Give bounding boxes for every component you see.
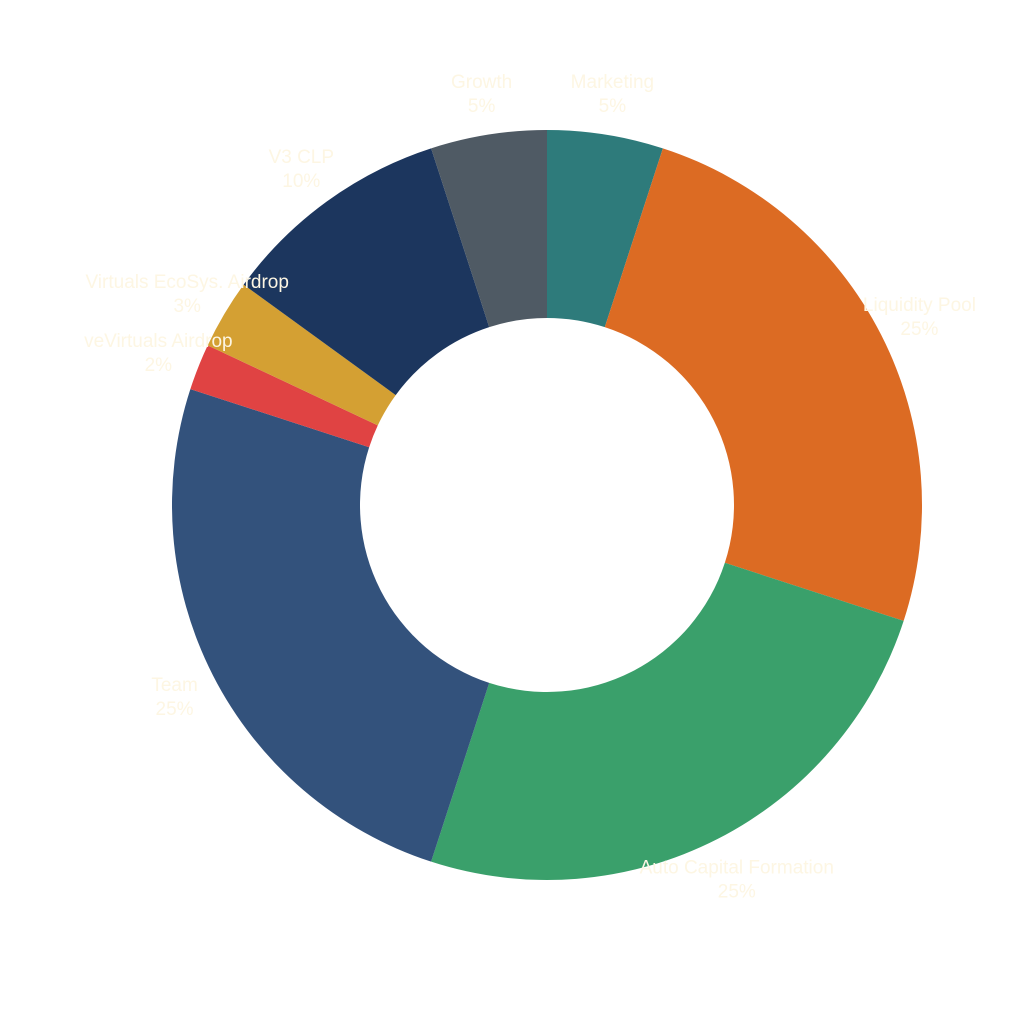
slice-name: Growth xyxy=(451,72,512,93)
slice-percent: 25% xyxy=(718,881,756,902)
slice-percent: 10% xyxy=(282,171,320,192)
slice-percent: 25% xyxy=(900,319,938,340)
slice-label-growth: Growth 5% xyxy=(451,72,512,117)
slice-marketing xyxy=(547,130,663,328)
slice-percent: 5% xyxy=(468,96,496,117)
slice-growth xyxy=(431,130,547,328)
slice-name: Virtuals EcoSys. Airdrop xyxy=(85,272,288,293)
slice-virtuals-ecosys-airdrop xyxy=(207,284,396,426)
slice-label-auto-capital-formation: Auto Capital Formation 25% xyxy=(640,857,834,902)
slice-auto-capital-formation xyxy=(431,562,904,880)
slice-team xyxy=(171,389,490,862)
slice-label-marketing: Marketing 5% xyxy=(571,72,654,117)
slice-name: Liquidity Pool xyxy=(863,295,976,316)
slice-name: V3 CLP xyxy=(269,147,334,168)
slice-percent: 25% xyxy=(156,699,194,720)
slice-label-liquidity-pool: Liquidity Pool 25% xyxy=(863,295,976,340)
slice-name: Marketing xyxy=(571,72,654,93)
slice-percent: 5% xyxy=(599,96,627,117)
slice-percent: 3% xyxy=(173,296,201,317)
slice-v3-clp xyxy=(243,148,490,396)
slice-label-team: Team 25% xyxy=(151,675,197,720)
slice-vevirtuals-airdrop xyxy=(190,345,378,448)
slice-percent: 2% xyxy=(145,355,173,376)
slice-label-vevirtuals-airdrop: veVirtuals Airdrop 2% xyxy=(84,331,233,376)
slice-name: Team xyxy=(151,675,197,696)
slice-name: veVirtuals Airdrop xyxy=(84,331,233,352)
slice-label-v3-clp: V3 CLP 10% xyxy=(269,147,334,192)
slice-liquidity-pool xyxy=(604,148,922,621)
slice-label-virtuals-ecosys-airdrop: Virtuals EcoSys. Airdrop 3% xyxy=(85,272,288,317)
slice-name: Auto Capital Formation xyxy=(640,857,834,878)
